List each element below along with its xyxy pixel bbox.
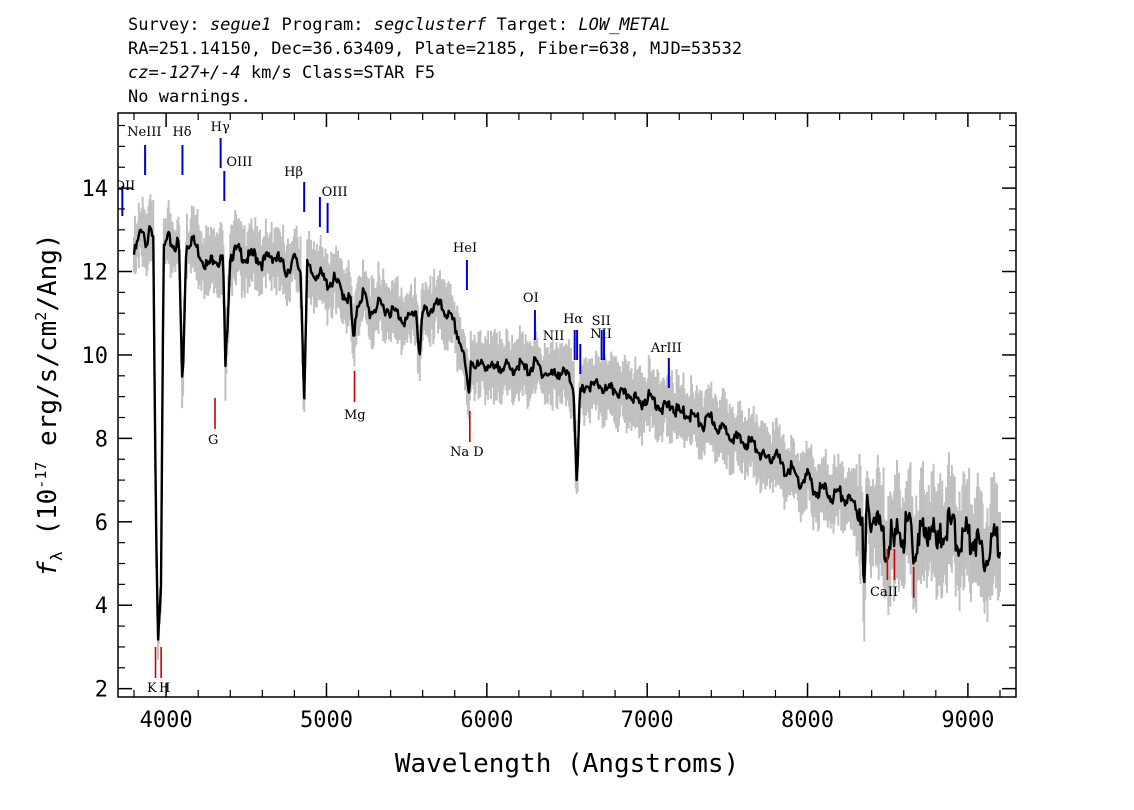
absorption-line-label: K [147,681,157,696]
header-survey-line: Survey: segue1 Program: segclusterf Targ… [128,15,671,35]
header-coords-line: RA=251.14150, Dec=36.63409, Plate=2185, … [128,39,742,59]
absorption-line-label: Mg [344,408,366,423]
header-survey-seg-4: Target: [486,15,578,35]
absorption-line-label: CaII [870,585,898,600]
x-tick-label: 9000 [941,708,994,733]
flux-series-line [132,224,1002,641]
spectrum-header: Survey: segue1 Program: segclusterf Targ… [128,15,742,107]
y-axis-title-part-6: /Ang) [33,233,63,311]
header-survey-seg-0: Survey: [128,15,210,35]
emission-line-label: HeI [453,241,477,256]
absorption-line-label: Na D [450,445,484,460]
y-axis-title-part-0: f [33,561,63,577]
y-tick-label: 14 [82,177,109,202]
y-tick-label: 6 [95,511,108,536]
absorption-line-markers: K H G Mg Na D CaII [147,371,915,696]
header-redshift-line: cz=-127+/-4 km/s Class=STAR F5 [128,63,435,83]
plot-area: OIINeIIIHδHγOIIIHβOIIIHeIOINIIHαNIISIIAr… [82,112,1017,733]
emission-line-label: ArIII [650,341,682,356]
emission-line-label: OIII [322,185,348,200]
y-axis-title-part-5: 2 [32,312,50,321]
header-survey-seg-3: segclusterf [374,15,487,35]
y-tick-label: 8 [95,427,108,452]
y-tick-label: 2 [95,678,108,703]
y-tick-label: 12 [82,261,109,286]
header-survey-seg-5: LOW_METAL [578,15,670,35]
emission-line-label: NII [543,329,565,344]
emission-line-label: Hβ [284,165,303,180]
y-axis-title-part-2: (10 [33,489,63,552]
x-axis-ticks: 4000 5000 6000 7000 8000 9000 [133,113,1001,733]
emission-line-label: Hγ [211,120,230,135]
emission-line-label: Hα [563,312,583,327]
header-redshift-seg-1: km/s Class=STAR F5 [241,63,435,83]
x-tick-label: 4000 [140,708,193,733]
emission-line-markers: OIINeIIIHδHγOIIIHβOIIIHeIOINIIHαNIISIIAr… [114,120,682,388]
header-survey-seg-2: Program: [271,15,373,35]
emission-line-label: NeIII [127,125,161,140]
emission-line-label: SII [592,314,611,329]
header-warnings-line: No warnings. [128,87,251,107]
header-survey-seg-1: segue1 [210,15,271,35]
absorption-line-label: H [159,681,170,696]
x-tick-label: 8000 [781,708,834,733]
y-tick-label: 4 [95,594,108,619]
x-tick-label: 6000 [460,708,513,733]
y-axis-title-part-4: erg/s/cm [33,321,63,462]
x-tick-label: 5000 [300,708,353,733]
emission-line-label: OI [523,291,539,306]
emission-line-label: OIII [226,155,252,170]
emission-line-label: Hδ [172,125,191,140]
y-axis-title: fλ (10-17 erg/s/cm2/Ang) [32,233,66,576]
emission-line-label: OII [114,179,135,194]
x-tick-label: 7000 [621,708,674,733]
y-axis-ticks: 2 4 6 8 10 12 14 [82,124,1016,703]
absorption-line-label: G [208,433,218,448]
y-tick-label: 10 [82,344,109,369]
y-axis-title-part-3: -17 [32,462,50,489]
header-redshift-seg-0: cz=-127+/-4 [128,63,241,83]
x-axis-title: Wavelength (Angstroms) [395,749,739,779]
plot-frame [117,112,1017,698]
y-axis-title-part-1: λ [47,551,66,561]
